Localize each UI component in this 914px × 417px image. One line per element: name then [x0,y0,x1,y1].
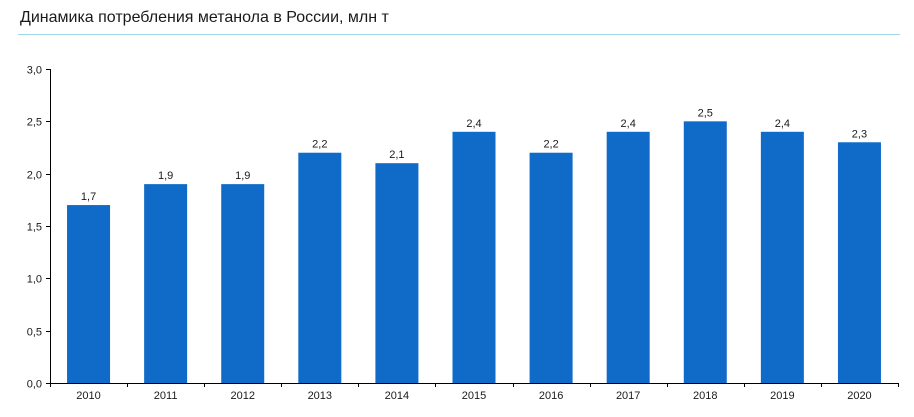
data-label: 2,2 [312,139,327,151]
chart-title: Динамика потребления метанола в России, … [20,9,389,26]
data-label: 2,1 [389,149,404,161]
bar-2017 [606,131,650,383]
bar-2014 [375,163,419,383]
bar-2011 [144,184,188,383]
x-tick-label: 2013 [308,390,332,402]
x-tick-label: 2012 [230,390,254,402]
y-tick-label: 0,5 [27,327,42,339]
data-label: 2,4 [466,118,481,130]
data-label: 2,4 [621,118,636,130]
bar-2013 [298,152,342,383]
y-axis: 0,0 0,5 1,0 1,5 2,0 2,5 3,0 [27,65,51,391]
data-label: 1,9 [235,170,250,182]
bar-2016 [529,152,573,383]
data-label: 2,5 [698,107,713,119]
data-label: 1,7 [81,191,96,203]
bar-2012 [221,184,265,383]
y-tick-label: 3,0 [27,65,42,77]
bar-2019 [760,131,804,383]
data-label: 2,3 [852,128,867,140]
x-tick-label: 2010 [76,390,100,402]
data-label: 2,2 [543,139,558,151]
x-axis: 2010 2011 2012 2013 2014 2015 2016 2017 2018 2019… [50,383,899,402]
y-tick-label: 1,0 [27,274,42,286]
x-tick-label: 2018 [693,390,717,402]
x-tick-label: 2016 [539,390,563,402]
bar-2020 [837,142,881,383]
x-tick-label: 2015 [462,390,486,402]
y-tick-label: 1,5 [27,222,42,234]
title-divider [18,34,900,35]
data-label: 1,9 [158,170,173,182]
y-tick-label: 2,0 [27,170,42,182]
x-tick-label: 2017 [616,390,640,402]
data-label: 2,4 [775,118,790,130]
y-tick-label: 2,5 [27,117,42,129]
y-tick-label: 0,0 [27,379,42,391]
x-tick-label: 2014 [385,390,409,402]
x-tick-label: 2011 [154,390,178,402]
bar-2015 [452,131,496,383]
x-tick-label: 2019 [770,390,794,402]
x-tick-label: 2020 [847,390,871,402]
bar-2010 [67,205,111,383]
bars: 1,7 1,9 1,9 2,2 2,1 2,4 2,2 2,4 2,5 2,4 2,3 [67,107,881,383]
bar-2018 [683,121,727,383]
